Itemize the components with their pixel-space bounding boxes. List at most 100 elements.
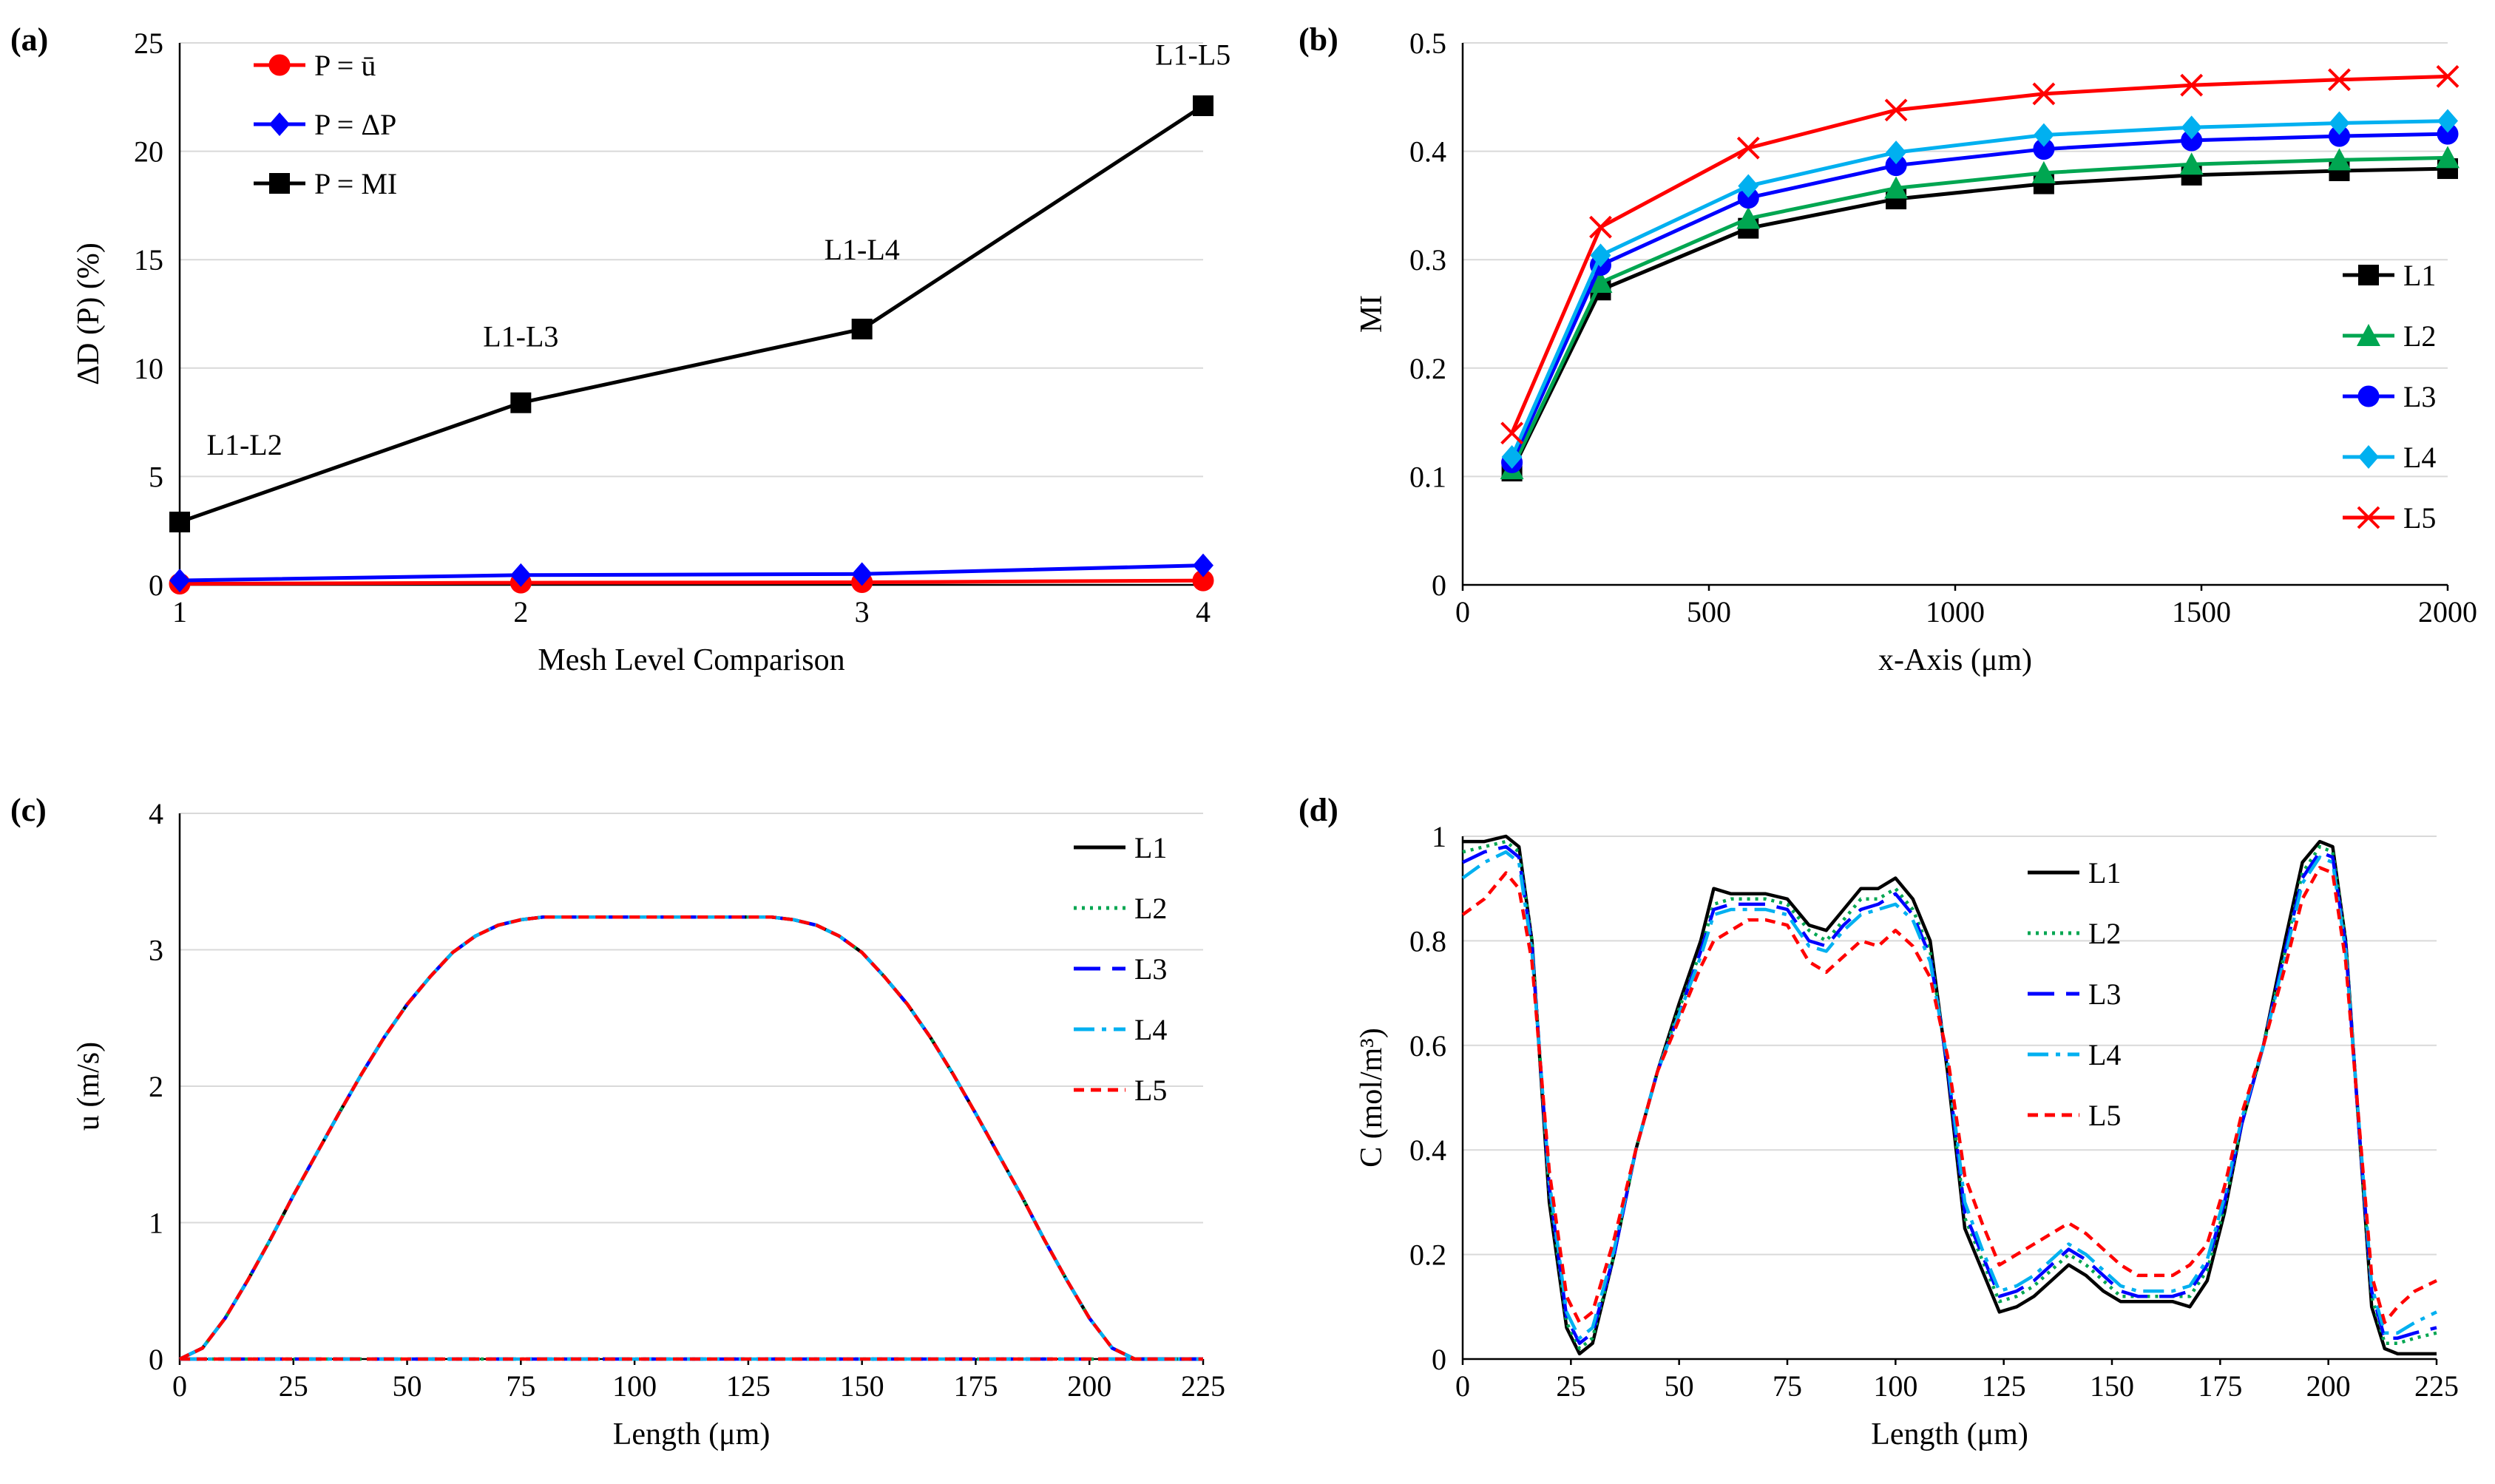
data-point	[2436, 65, 2460, 88]
legend-label: L3	[2403, 380, 2436, 413]
x-axis-title: Length (μm)	[613, 1417, 771, 1451]
x-tick-label: 50	[1665, 1369, 1694, 1403]
legend-marker	[2357, 324, 2380, 346]
x-tick-label: 2	[513, 595, 528, 629]
series-line	[1510, 166, 2448, 472]
legend-label: L4	[1134, 1013, 1167, 1046]
data-point	[2327, 148, 2352, 171]
y-tick-label: 1	[1432, 820, 1446, 853]
y-tick-label: 25	[134, 27, 163, 60]
y-axis-title: C (mol/m³)	[1355, 1028, 1389, 1168]
x-tick-label: 2000	[2418, 595, 2477, 629]
legend-label: P = ΔP	[314, 108, 396, 141]
x-tick-label: 100	[612, 1369, 657, 1403]
legend: P = ū P = ΔP P = MI	[254, 49, 397, 200]
data-point	[1590, 243, 1611, 268]
x-tick-label: 1	[172, 595, 187, 629]
x-tick-label: 50	[393, 1369, 422, 1403]
data-point	[1588, 270, 1613, 293]
legend-label: L1	[2088, 856, 2121, 890]
y-tick-label: 0.3	[1409, 243, 1446, 277]
legend-label: P = ū	[314, 49, 376, 82]
x-tick-label: 225	[1181, 1369, 1225, 1403]
y-tick-label: 0	[1432, 569, 1446, 602]
series-line	[1510, 132, 2448, 464]
x-tick-label: 100	[1873, 1369, 1917, 1403]
x-tick-label: 500	[1687, 595, 1731, 629]
x-tick-label: 75	[506, 1369, 535, 1403]
legend-label: L5	[2403, 501, 2436, 535]
legend-label: L3	[2088, 978, 2121, 1011]
data-point	[2436, 146, 2460, 169]
x-tick-label: 1500	[2172, 595, 2231, 629]
x-tick-label: 225	[2414, 1369, 2459, 1403]
y-tick-label: 0	[1432, 1343, 1446, 1376]
y-tick-label: 2	[149, 1070, 163, 1103]
legend-label: L2	[2088, 917, 2121, 950]
x-tick-label: 150	[2090, 1369, 2134, 1403]
legend-label: L5	[1134, 1074, 1167, 1107]
y-tick-label: 10	[134, 352, 163, 385]
overlap-line-l5	[179, 915, 1203, 1361]
overlap-line-l4	[179, 915, 1203, 1361]
series-p-p	[169, 553, 1213, 593]
y-tick-label: 1	[149, 1207, 163, 1240]
y-axis-title: u (m/s)	[72, 1042, 106, 1131]
x-tick-label: 0	[1455, 595, 1470, 629]
legend: L1 L2 L3 L4 L5	[2343, 259, 2436, 535]
x-tick-label: 175	[2198, 1369, 2242, 1403]
y-tick-label: 3	[149, 934, 163, 967]
chart-panel-d: 0 25 50 75 100 125 150 175 200 225 0 0.2 0.4 0.6 0.8 1 L…	[1299, 792, 2459, 1451]
annotation: L1-L2	[207, 428, 282, 461]
data-point	[1884, 98, 1908, 122]
y-tick-label: 0.4	[1409, 1134, 1446, 1167]
x-tick-label: 3	[855, 595, 870, 629]
series-line	[1510, 74, 2448, 434]
panel-label: (b)	[1299, 21, 1338, 58]
legend-marker	[269, 173, 290, 194]
legend-marker	[2357, 385, 2380, 407]
data-point	[2181, 115, 2202, 140]
legend-label: L2	[2403, 319, 2436, 353]
legend-label: L4	[2403, 441, 2436, 474]
data-point	[2437, 109, 2458, 133]
data-point	[169, 511, 190, 532]
x-tick-label: 200	[1067, 1369, 1111, 1403]
data-point	[1500, 421, 1524, 445]
series-line	[179, 563, 1204, 583]
overlap-line-l3	[179, 915, 1203, 1361]
legend-marker	[269, 112, 290, 136]
series-line	[179, 104, 1205, 524]
legend-label: L1	[1134, 831, 1167, 864]
legend-label: L1	[2403, 259, 2436, 292]
data-point	[851, 562, 873, 586]
x-tick-label: 4	[1196, 595, 1211, 629]
legend-label: L4	[2088, 1038, 2121, 1071]
series-p-mi	[169, 95, 1213, 532]
legend-label: L3	[1134, 952, 1167, 986]
data-point	[2329, 111, 2350, 135]
y-tick-label: 15	[134, 243, 163, 277]
data-point	[1501, 445, 1523, 470]
x-tick-label: 200	[2306, 1369, 2351, 1403]
data-point	[1884, 176, 1909, 199]
x-axis-title: Mesh Level Comparison	[538, 643, 844, 677]
data-point	[2179, 152, 2204, 175]
legend-label: P = MI	[314, 167, 397, 200]
legend-marker	[268, 54, 291, 76]
data-point	[1736, 136, 1760, 160]
x-tick-label: 150	[840, 1369, 884, 1403]
chart-panel-b: 0 500 1000 1500 2000 0 0.1 0.2 0.3 0.4 0.5 x-Axis (…	[1299, 21, 2477, 677]
series-l2	[1500, 146, 2460, 480]
x-tick-label: 125	[726, 1369, 771, 1403]
annotation: L1-L3	[483, 319, 558, 353]
y-tick-label: 0.6	[1409, 1029, 1446, 1063]
series-line	[179, 578, 1204, 586]
data-point	[1738, 174, 1759, 198]
series-l5	[1461, 866, 2437, 1324]
data-point	[169, 569, 190, 593]
data-point	[1193, 95, 1213, 117]
series-l3	[1501, 123, 2459, 473]
data-point	[1589, 215, 1612, 239]
